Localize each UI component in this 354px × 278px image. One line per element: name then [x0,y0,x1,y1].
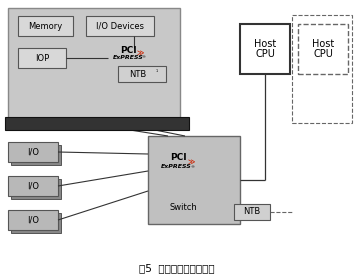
Text: CPU: CPU [313,49,333,59]
Text: I/O: I/O [27,215,39,225]
Bar [298,24,348,74]
Bar [86,16,154,36]
Bar [8,8,180,118]
Text: Host: Host [312,39,334,49]
Text: ¹: ¹ [156,70,158,75]
Bar [18,48,66,68]
Text: Host: Host [254,39,276,49]
Text: 图5  非透明桥双主机结构: 图5 非透明桥双主机结构 [139,263,215,273]
Text: ≫: ≫ [187,159,195,165]
Text: ≫: ≫ [136,50,144,56]
Text: I/O: I/O [27,182,39,190]
Text: I/O Devices: I/O Devices [96,21,144,31]
Text: ExPRESS: ExPRESS [113,54,143,59]
Bar [11,145,61,165]
Text: ®: ® [190,165,194,169]
Bar [11,179,61,199]
Text: PCI: PCI [120,46,136,54]
Bar [148,136,240,224]
Bar [8,142,58,162]
Bar [292,15,352,123]
Text: I/O: I/O [27,148,39,157]
Bar [234,204,270,220]
Text: NTB: NTB [129,70,147,78]
Bar [8,210,58,230]
Bar [118,66,166,82]
Text: Memory: Memory [28,21,62,31]
Text: Switch: Switch [169,203,197,212]
Text: IOP: IOP [35,53,49,63]
Text: NTB: NTB [244,207,261,217]
Bar [5,117,189,130]
Bar [8,176,58,196]
Bar [240,24,290,74]
Bar [18,16,73,36]
Text: PCI: PCI [170,153,186,163]
Text: ExPRESS: ExPRESS [161,165,192,170]
Text: CPU: CPU [255,49,275,59]
Bar [11,213,61,233]
Text: ®: ® [141,55,145,59]
